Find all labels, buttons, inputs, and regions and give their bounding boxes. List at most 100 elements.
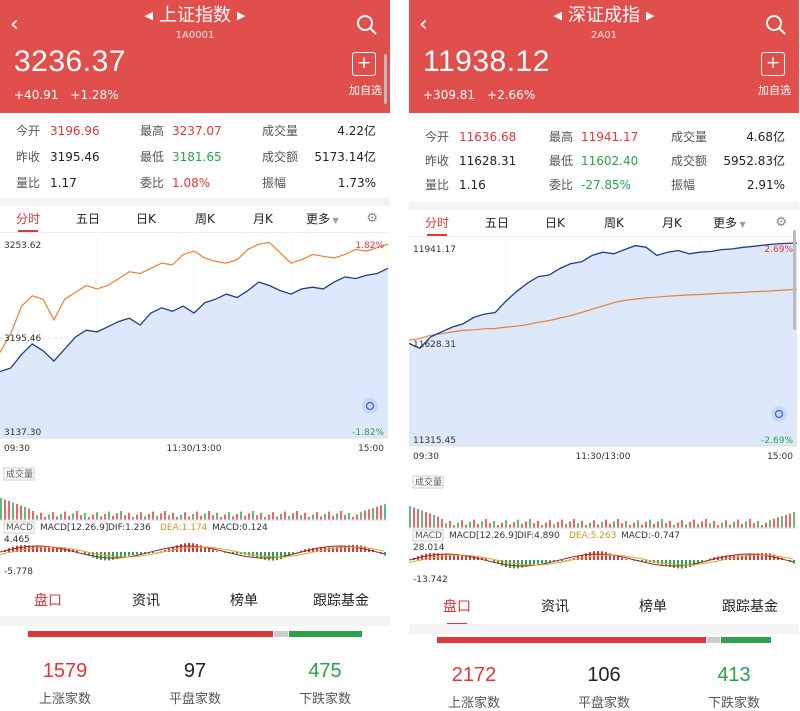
volume-bar <box>645 522 647 528</box>
stat-open: 今开 3196.96 <box>16 120 100 142</box>
volume-bar <box>433 515 435 528</box>
tab-5day[interactable]: 五日 <box>76 212 101 226</box>
macd-bar <box>196 544 198 552</box>
stat-value: 11636.68 <box>459 130 517 144</box>
volume-bar <box>200 515 202 520</box>
macd-bar <box>585 553 587 560</box>
tab-tracking-funds[interactable]: 跟踪基金 <box>722 599 778 615</box>
macd-bar <box>84 552 86 554</box>
price-area <box>409 243 797 446</box>
stat-label: 委比 <box>549 178 574 192</box>
add-watchlist-label[interactable]: 加自选 <box>758 84 791 97</box>
volume-bar <box>425 512 427 528</box>
gear-icon[interactable]: ⚙ <box>366 211 378 226</box>
stat-value: 1.17 <box>50 176 77 190</box>
tab-order-book[interactable]: 盘口 <box>443 596 471 625</box>
tab-tracking-funds[interactable]: 跟踪基金 <box>313 593 369 609</box>
tab-5day[interactable]: 五日 <box>485 216 510 230</box>
intraday-chart: 11941.17 11628.31 11315.45 2.69% -2.69% 09:30… <box>409 242 798 462</box>
stat-value: 3237.07 <box>172 124 222 138</box>
volume-bar <box>96 512 98 520</box>
search-icon[interactable] <box>765 14 787 36</box>
macd-bar <box>645 560 647 562</box>
triangle-right-icon[interactable]: ▶ <box>237 9 246 22</box>
tab-intraday[interactable]: 分时 <box>425 216 450 236</box>
down-count-label: 下跌家数 <box>707 696 760 711</box>
volume-bar <box>64 511 66 520</box>
tab-news[interactable]: 资讯 <box>132 593 160 609</box>
triangle-left-icon[interactable]: ◀ <box>553 9 562 22</box>
volume-bar <box>569 521 571 528</box>
macd-bar <box>745 554 747 560</box>
volume-bar <box>264 517 266 520</box>
stat-value: 5952.83亿 <box>723 154 785 168</box>
volume-bar <box>469 522 471 528</box>
triangle-right-icon[interactable]: ▶ <box>646 9 655 22</box>
macd-bar <box>505 560 507 567</box>
pct-bottom-label: -2.69% <box>761 436 793 446</box>
macd-bar <box>124 552 126 557</box>
macd-bar <box>533 560 535 565</box>
tab-daily-k[interactable]: 日K <box>136 212 156 226</box>
volume-bar <box>288 515 290 520</box>
volume-bar <box>677 522 679 528</box>
stat-prev-close: 昨收 3195.46 <box>16 146 100 168</box>
triangle-left-icon[interactable]: ◀ <box>144 9 153 22</box>
macd-bar <box>60 547 62 552</box>
volume-bar <box>789 513 791 528</box>
macd-bar <box>264 552 266 560</box>
macd-bar <box>501 560 503 566</box>
down-count: 413 <box>717 664 751 686</box>
volume-bar <box>413 507 415 528</box>
tab-monthly-k[interactable]: 月K <box>253 212 273 226</box>
stat-label: 最高 <box>140 124 165 138</box>
macd-bar <box>236 552 238 554</box>
volume-bar <box>521 523 523 528</box>
chevron-left-icon[interactable]: ‹ <box>419 12 428 37</box>
tab-news[interactable]: 资讯 <box>541 599 569 615</box>
macd-bar <box>545 560 547 563</box>
tab-weekly-k[interactable]: 周K <box>604 216 624 230</box>
volume-bar <box>160 513 162 520</box>
tab-rankings[interactable]: 榜单 <box>230 593 258 609</box>
volume-bar <box>633 522 635 528</box>
plus-icon[interactable]: + <box>352 52 376 76</box>
index-price: 3236.37 <box>14 45 126 78</box>
tab-monthly-k[interactable]: 月K <box>662 216 682 230</box>
volume-bar <box>597 524 599 528</box>
tab-intraday[interactable]: 分时 <box>16 212 41 232</box>
scrollbar[interactable] <box>793 230 796 330</box>
tab-order-book[interactable]: 盘口 <box>34 590 62 619</box>
gear-icon[interactable]: ⚙ <box>775 215 787 230</box>
tab-daily-k[interactable]: 日K <box>545 216 565 230</box>
tab-weekly-k[interactable]: 周K <box>195 212 215 226</box>
scrollbar[interactable] <box>384 54 387 104</box>
volume-bar <box>332 515 334 520</box>
index-panel-shenzhen: ‹ ◀ 深证成指 ▶ 2A01 11938.12 +309.81 +2.66% + 加… <box>409 0 799 711</box>
change-value: +309.81 <box>423 88 476 102</box>
pct-bottom-label: -1.82% <box>352 428 384 438</box>
volume-bar <box>629 525 631 528</box>
macd-params: MACD[12.26.9] <box>40 523 108 533</box>
stat-volume: 成交量 4.68亿 <box>671 126 785 148</box>
chevron-left-icon[interactable]: ‹ <box>10 12 19 37</box>
stat-label: 昨收 <box>425 154 450 168</box>
macd-bar <box>120 552 122 558</box>
volume-bar <box>545 522 547 528</box>
tab-more[interactable]: 更多 ▼ <box>713 214 746 231</box>
macd-bar <box>284 552 286 558</box>
flat-count: 97 <box>183 660 207 682</box>
search-icon[interactable] <box>356 14 378 36</box>
quote-stats: 今开 11636.68 最高 11941.17 成交量 4.68亿 昨收 11628.3… <box>409 120 799 198</box>
volume-bar <box>753 523 755 528</box>
plus-icon[interactable]: + <box>761 52 785 76</box>
volume-bar <box>292 513 294 520</box>
bottom-tabs: 盘口 资讯 榜单 跟踪基金 <box>409 588 799 625</box>
add-watchlist-label[interactable]: 加自选 <box>349 84 382 97</box>
volume-bar <box>144 516 146 520</box>
volume-bar <box>729 524 731 528</box>
macd-bar <box>525 560 527 567</box>
tab-more[interactable]: 更多 ▼ <box>306 210 339 227</box>
tab-rankings[interactable]: 榜单 <box>639 599 667 615</box>
volume-bar <box>737 519 739 528</box>
